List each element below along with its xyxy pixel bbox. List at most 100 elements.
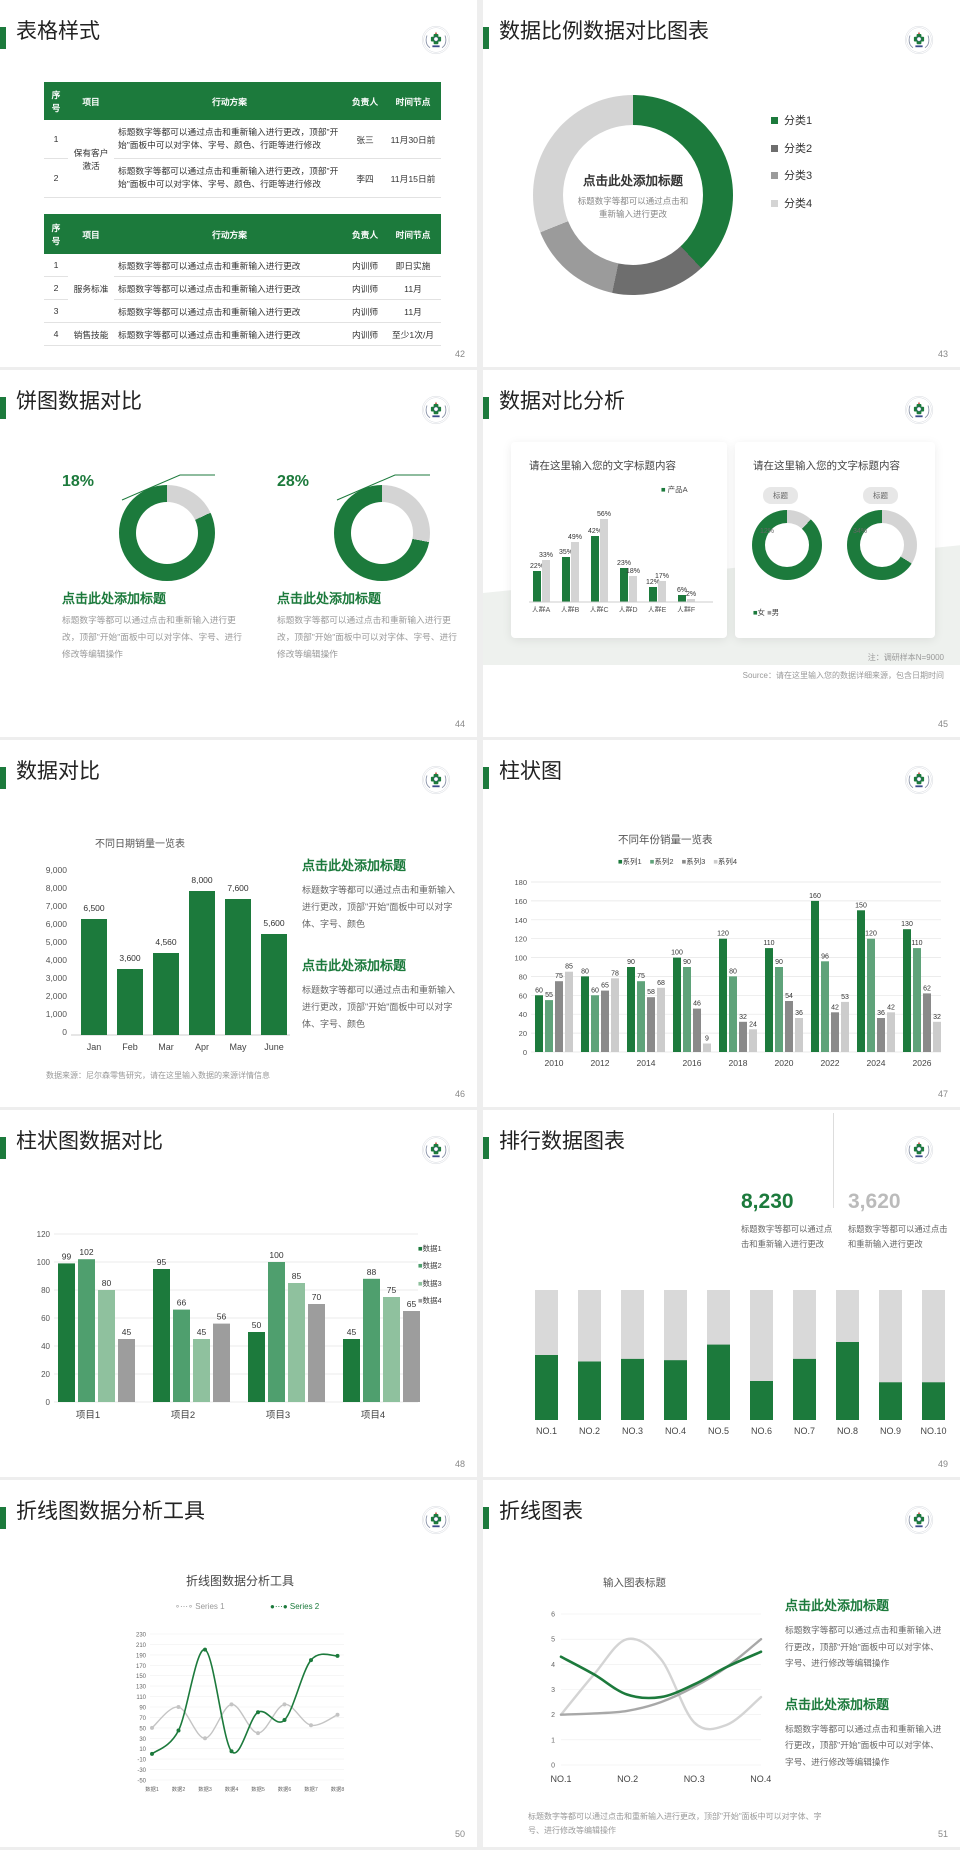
svg-text:56%: 56% bbox=[597, 511, 611, 518]
svg-text:85: 85 bbox=[292, 1271, 302, 1281]
svg-text:2026: 2026 bbox=[913, 1058, 932, 1068]
svg-text:3,000: 3,000 bbox=[46, 973, 68, 983]
svg-text:2%: 2% bbox=[686, 591, 696, 598]
svg-text:120: 120 bbox=[37, 1230, 51, 1239]
svg-text:170: 170 bbox=[136, 1664, 147, 1670]
svg-text:100: 100 bbox=[514, 954, 527, 963]
svg-text:项目1: 项目1 bbox=[76, 1410, 100, 1421]
svg-text:60: 60 bbox=[591, 987, 599, 994]
svg-text:7,600: 7,600 bbox=[227, 883, 249, 893]
svg-text:2022: 2022 bbox=[821, 1058, 840, 1068]
svg-text:120: 120 bbox=[717, 931, 729, 938]
svg-text:54: 54 bbox=[785, 993, 793, 1000]
svg-text:100: 100 bbox=[37, 1258, 51, 1267]
svg-text:190: 190 bbox=[136, 1653, 147, 1659]
svg-text:-50: -50 bbox=[137, 1779, 146, 1785]
svg-text:70: 70 bbox=[139, 1716, 146, 1722]
svg-text:53: 53 bbox=[841, 994, 849, 1001]
svg-text:58: 58 bbox=[647, 989, 655, 996]
svg-text:Mar: Mar bbox=[158, 1042, 174, 1052]
svg-text:NO.4: NO.4 bbox=[750, 1774, 771, 1784]
svg-text:0: 0 bbox=[62, 1027, 67, 1037]
svg-text:NO.8: NO.8 bbox=[837, 1426, 858, 1436]
svg-text:230: 230 bbox=[136, 1633, 147, 1639]
svg-text:55: 55 bbox=[545, 992, 553, 999]
svg-text:50: 50 bbox=[139, 1726, 146, 1732]
svg-text:NO.3: NO.3 bbox=[684, 1774, 705, 1784]
svg-text:88: 88 bbox=[367, 1267, 377, 1277]
svg-text:项目3: 项目3 bbox=[266, 1410, 290, 1421]
svg-text:75: 75 bbox=[637, 973, 645, 980]
svg-text:90: 90 bbox=[139, 1706, 146, 1712]
svg-text:80: 80 bbox=[102, 1278, 112, 1288]
svg-text:90: 90 bbox=[683, 959, 691, 966]
svg-text:2010: 2010 bbox=[545, 1058, 564, 1068]
svg-text:20: 20 bbox=[41, 1370, 50, 1379]
svg-text:60: 60 bbox=[535, 987, 543, 994]
svg-text:78: 78 bbox=[611, 970, 619, 977]
svg-text:0: 0 bbox=[523, 1048, 527, 1057]
svg-text:36: 36 bbox=[877, 1010, 885, 1017]
svg-text:2014: 2014 bbox=[637, 1058, 656, 1068]
svg-text:160: 160 bbox=[514, 897, 527, 906]
svg-text:42: 42 bbox=[831, 1004, 839, 1011]
svg-text:0: 0 bbox=[551, 1763, 555, 1770]
svg-text:96: 96 bbox=[821, 953, 829, 960]
svg-text:-10: -10 bbox=[137, 1758, 146, 1764]
svg-text:人群C: 人群C bbox=[589, 605, 608, 612]
svg-text:NO.3: NO.3 bbox=[622, 1426, 643, 1436]
svg-text:100: 100 bbox=[269, 1250, 283, 1260]
svg-text:6,500: 6,500 bbox=[83, 903, 105, 913]
svg-text:35%: 35% bbox=[559, 549, 573, 556]
svg-text:2024: 2024 bbox=[867, 1058, 886, 1068]
svg-text:人群D: 人群D bbox=[618, 605, 637, 612]
svg-text:62: 62 bbox=[923, 985, 931, 992]
svg-text:NO.5: NO.5 bbox=[708, 1426, 729, 1436]
svg-text:210: 210 bbox=[136, 1643, 147, 1649]
svg-text:8,000: 8,000 bbox=[191, 875, 213, 885]
svg-text:人群A: 人群A bbox=[532, 605, 551, 612]
svg-text:0: 0 bbox=[46, 1398, 51, 1407]
svg-text:102: 102 bbox=[79, 1247, 93, 1257]
svg-text:110: 110 bbox=[136, 1695, 146, 1701]
svg-text:人群B: 人群B bbox=[561, 605, 580, 612]
svg-text:May: May bbox=[229, 1042, 247, 1052]
svg-text:23%: 23% bbox=[617, 560, 631, 567]
svg-text:6: 6 bbox=[551, 1612, 555, 1619]
svg-text:7,000: 7,000 bbox=[46, 901, 68, 911]
svg-text:NO.1: NO.1 bbox=[536, 1426, 557, 1436]
svg-text:100: 100 bbox=[671, 950, 683, 957]
svg-text:2020: 2020 bbox=[775, 1058, 794, 1068]
svg-text:65: 65 bbox=[407, 1299, 417, 1309]
svg-text:45: 45 bbox=[197, 1327, 207, 1337]
svg-text:140: 140 bbox=[514, 916, 527, 925]
svg-text:80: 80 bbox=[41, 1286, 50, 1295]
svg-text:32: 32 bbox=[739, 1014, 747, 1021]
svg-text:3,600: 3,600 bbox=[119, 953, 141, 963]
svg-text:110: 110 bbox=[763, 940, 774, 947]
svg-text:33%: 33% bbox=[539, 552, 553, 559]
svg-text:-30: -30 bbox=[137, 1768, 146, 1774]
svg-text:数据6: 数据6 bbox=[278, 1785, 292, 1793]
svg-text:项目2: 项目2 bbox=[171, 1410, 195, 1421]
svg-text:66: 66 bbox=[177, 1298, 187, 1308]
svg-text:数据8: 数据8 bbox=[331, 1785, 345, 1793]
svg-text:数据4: 数据4 bbox=[225, 1785, 239, 1793]
svg-text:75: 75 bbox=[555, 973, 563, 980]
svg-text:65: 65 bbox=[601, 983, 609, 990]
svg-text:180: 180 bbox=[514, 880, 527, 887]
svg-text:人群E: 人群E bbox=[648, 605, 667, 612]
svg-text:2012: 2012 bbox=[591, 1058, 610, 1068]
svg-text:数据2: 数据2 bbox=[172, 1785, 186, 1793]
svg-text:49%: 49% bbox=[568, 534, 582, 541]
svg-text:NO.2: NO.2 bbox=[617, 1774, 638, 1784]
svg-text:120: 120 bbox=[514, 935, 527, 944]
svg-text:数据1: 数据1 bbox=[145, 1785, 159, 1793]
svg-text:45: 45 bbox=[122, 1327, 132, 1337]
svg-text:32: 32 bbox=[933, 1014, 941, 1021]
svg-text:Jan: Jan bbox=[87, 1042, 102, 1052]
svg-text:4,560: 4,560 bbox=[155, 937, 177, 947]
svg-text:Feb: Feb bbox=[122, 1042, 138, 1052]
svg-text:30: 30 bbox=[139, 1737, 146, 1743]
svg-text:42%: 42% bbox=[588, 528, 602, 535]
